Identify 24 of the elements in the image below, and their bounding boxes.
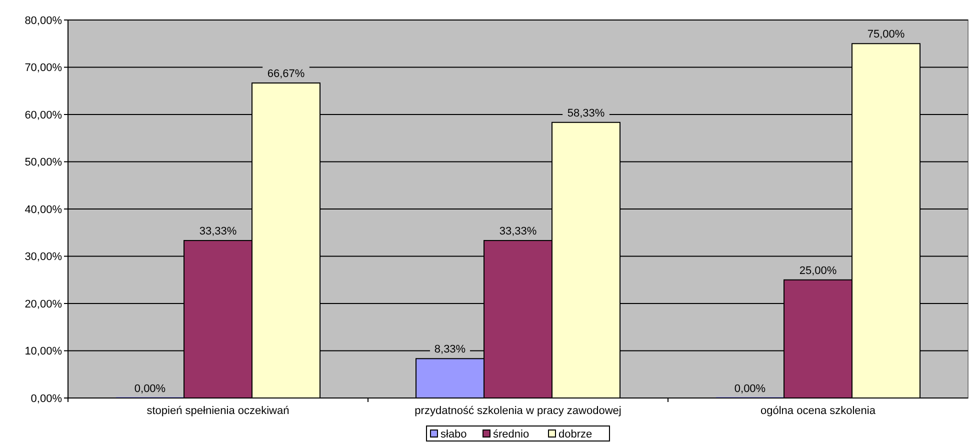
y-tick-label: 80,00% xyxy=(24,14,62,27)
y-tick-label: 0,00% xyxy=(30,392,62,405)
data-label: 0,00% xyxy=(734,383,766,395)
y-tick-label: 70,00% xyxy=(24,62,62,74)
data-label: 0,00% xyxy=(134,383,166,395)
data-label: 33,33% xyxy=(199,226,237,238)
y-tick-label: 40,00% xyxy=(24,204,62,216)
data-label: 75,00% xyxy=(867,28,905,41)
legend-label: średnio xyxy=(493,428,530,440)
y-tick-label: 50,00% xyxy=(24,156,62,169)
data-label: 58,33% xyxy=(567,107,605,120)
y-tick-label: 20,00% xyxy=(24,298,62,310)
y-tick-label: 60,00% xyxy=(24,109,62,122)
y-tick-label: 30,00% xyxy=(24,251,62,264)
x-tick-label: przydatność szkolenia w pracy zawodowej xyxy=(414,405,622,417)
data-label: 25,00% xyxy=(799,264,837,277)
data-label: 33,33% xyxy=(499,226,537,238)
legend-label: dobrze xyxy=(558,428,592,440)
x-tick-label: ogólna ocena szkolenia xyxy=(760,405,876,417)
data-label: 8,33% xyxy=(434,344,466,356)
y-tick-label: 10,00% xyxy=(24,346,62,358)
x-tick-label: stopień spełnienia oczekiwań xyxy=(146,405,290,417)
legend-label: słabo xyxy=(440,428,467,440)
data-label: 66,67% xyxy=(267,68,305,80)
